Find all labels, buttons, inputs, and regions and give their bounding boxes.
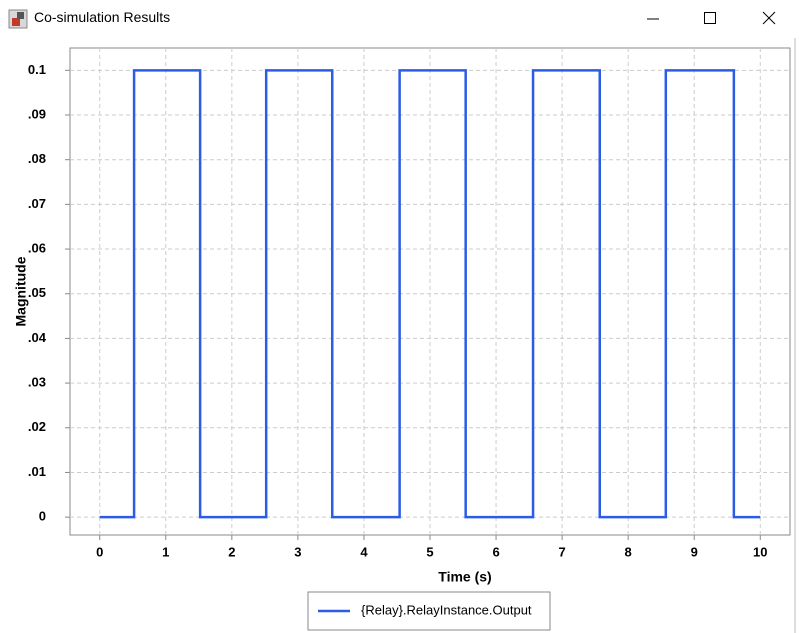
y-tick-label: .02 (28, 419, 46, 434)
window-title: Co-simulation Results (34, 9, 171, 25)
x-tick-label: 9 (691, 544, 698, 559)
x-axis-label: Time (s) (438, 569, 491, 585)
x-tick-label: 7 (558, 544, 565, 559)
close-button[interactable] (762, 11, 776, 25)
y-tick-label: .01 (28, 464, 46, 479)
x-tick-label: 10 (753, 544, 767, 559)
y-tick-label: .06 (28, 240, 46, 255)
x-tick-label: 1 (162, 544, 169, 559)
legend: {Relay}.RelayInstance.Output (307, 591, 551, 631)
y-tick-label: .08 (28, 151, 46, 166)
y-tick-label: 0 (39, 509, 46, 524)
x-tick-label: 8 (625, 544, 632, 559)
chart: 0 .01 .02 .03 .04 .05 .06 .07 .08 .09 0.1 0 1 2 3 4 5 6 7 8… (13, 38, 796, 633)
x-tick-label: 3 (294, 544, 301, 559)
y-tick-label: .04 (28, 330, 47, 345)
plot-area (69, 47, 791, 536)
y-tick-label: .09 (28, 106, 46, 121)
x-tick-label: 4 (360, 544, 368, 559)
title-bar: Co-simulation Results (0, 0, 799, 38)
y-tick-label: 0.1 (28, 62, 46, 77)
maximize-button[interactable] (704, 12, 716, 24)
y-tick-label: .05 (28, 285, 46, 300)
x-tick-label: 6 (492, 544, 499, 559)
series-line (99, 69, 761, 519)
legend-label: {Relay}.RelayInstance.Output (361, 602, 532, 617)
x-tick-label: 2 (228, 544, 235, 559)
legend-box (307, 591, 551, 631)
y-tick-label: .03 (28, 375, 46, 390)
app-icon (8, 9, 28, 29)
y-tick-label: .07 (28, 196, 46, 211)
x-tick-label: 5 (426, 544, 433, 559)
title-bar-icons (8, 9, 776, 29)
y-axis-label: Magnitude (13, 256, 29, 326)
x-tick-label: 0 (96, 544, 103, 559)
